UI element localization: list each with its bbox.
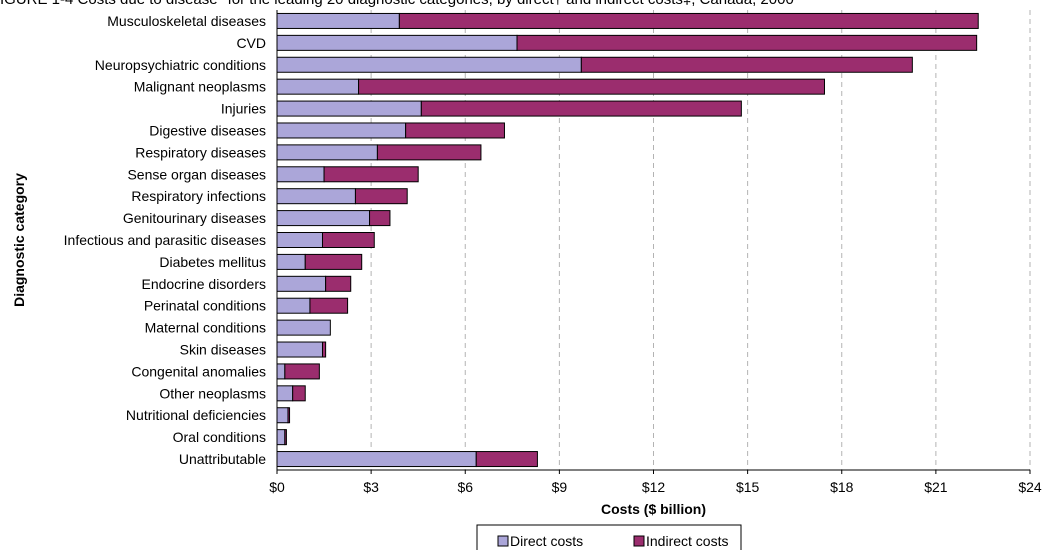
bar-direct-costs (276, 12, 400, 29)
category-label: Infectious and parasitic diseases (64, 232, 266, 248)
category-label: Oral conditions (173, 429, 266, 445)
bar-direct-costs (276, 34, 518, 51)
bar-indirect-costs (323, 166, 419, 183)
bar-indirect-costs (304, 253, 363, 270)
bar-indirect-costs (321, 341, 327, 358)
x-tick-label: $9 (552, 479, 568, 495)
bar-direct-costs (276, 122, 407, 139)
category-label: Nutritional deficiencies (126, 407, 266, 423)
bar-direct-costs (276, 78, 360, 95)
category-label: CVD (236, 35, 266, 51)
x-tick-label: $12 (642, 479, 666, 495)
bar-direct-costs (276, 253, 306, 270)
category-label: Injuries (221, 101, 266, 117)
bar-direct-costs (276, 385, 294, 402)
bar-direct-costs (276, 56, 582, 73)
bar-direct-costs (276, 429, 286, 446)
legend-label-direct: Direct costs (510, 533, 583, 549)
category-label: Sense organ diseases (127, 166, 266, 182)
bar-indirect-costs (475, 451, 538, 468)
bar-direct-costs (276, 232, 323, 248)
bar-direct-costs (276, 210, 371, 227)
bar-direct-costs (276, 451, 477, 468)
legend-swatch-direct (497, 535, 509, 547)
legend-swatch-indirect (633, 535, 645, 547)
x-tick-label: $3 (363, 479, 379, 495)
bar-direct-costs (276, 363, 286, 380)
category-label: Skin diseases (180, 342, 266, 358)
bar-indirect-costs (376, 144, 482, 161)
bar-indirect-costs (321, 232, 375, 248)
x-tick-label: $6 (457, 479, 473, 495)
category-label: Endocrine disorders (141, 276, 266, 292)
bar-indirect-costs (287, 407, 291, 424)
bar-indirect-costs (309, 297, 349, 314)
x-tick-label: $18 (830, 479, 854, 495)
category-label: Other neoplasms (159, 385, 266, 401)
bar-direct-costs (276, 407, 289, 424)
category-label: Musculoskeletal diseases (107, 13, 266, 29)
bar-direct-costs (276, 188, 356, 205)
x-tick-label: $21 (924, 479, 948, 495)
category-label: Perinatal conditions (144, 298, 266, 314)
bar-indirect-costs (292, 385, 306, 402)
legend-label-indirect: Indirect costs (646, 533, 728, 549)
category-label: Respiratory infections (131, 188, 266, 204)
category-label: Respiratory diseases (135, 144, 266, 160)
bar-direct-costs (276, 319, 331, 336)
bar-direct-costs (276, 275, 327, 292)
x-axis-title: Costs ($ billion) (601, 501, 706, 517)
bar-indirect-costs (580, 56, 913, 73)
category-label: Maternal conditions (145, 320, 266, 336)
bar-direct-costs (276, 166, 325, 183)
bar-indirect-costs (420, 100, 742, 117)
bar-indirect-costs (398, 12, 979, 29)
category-label: Genitourinary diseases (123, 210, 266, 226)
x-tick-label: $24 (1018, 479, 1042, 495)
category-label: Digestive diseases (149, 122, 266, 138)
bar-indirect-costs (325, 275, 352, 292)
category-label: Neuropsychiatric conditions (95, 57, 266, 73)
bar-direct-costs (276, 100, 422, 117)
bar-indirect-costs (284, 363, 320, 380)
legend: Direct costs Indirect costs (476, 524, 742, 550)
category-label: Congenital anomalies (131, 363, 266, 379)
x-tick-label: $15 (736, 479, 760, 495)
bar-indirect-costs (358, 78, 825, 95)
x-tick-label: $0 (269, 479, 285, 495)
bar-direct-costs (276, 341, 323, 358)
bars (276, 12, 979, 468)
bar-direct-costs (276, 297, 311, 314)
category-label: Diabetes mellitus (159, 254, 266, 270)
bar-indirect-costs (369, 210, 391, 227)
bar-indirect-costs (284, 429, 287, 446)
x-tick-labels: $0 $3 $6 $9 $12 $15 $18 $21 $24 (269, 470, 1042, 495)
bar-direct-costs (276, 144, 378, 161)
bar-indirect-costs (354, 188, 408, 205)
category-labels: Musculoskeletal diseases CVD Neuropsychiat… (64, 13, 267, 467)
y-axis-title: Diagnostic category (11, 173, 27, 307)
bar-indirect-costs (516, 34, 978, 51)
category-label: Malignant neoplasms (134, 79, 266, 95)
category-label: Unattributable (179, 451, 266, 467)
chart-title: IGURE 1-4 Costs due to disease* for the … (0, 0, 794, 8)
legend-box (476, 524, 742, 550)
bar-indirect-costs (405, 122, 505, 139)
